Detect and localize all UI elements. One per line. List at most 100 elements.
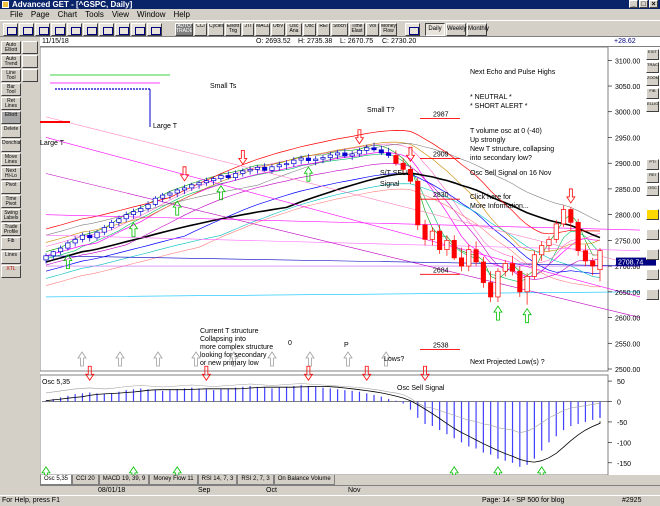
flag-icon[interactable] [646,269,659,280]
time-elast-button[interactable]: Time Elast [349,23,365,36]
rt-exit[interactable]: EXIT [646,49,659,60]
candle-body [415,180,421,226]
magnet-icon[interactable] [646,229,659,240]
rt-elliott[interactable]: ELLIOTT [646,101,659,112]
settings-icon[interactable] [147,23,162,36]
rt-osc[interactable]: OSC [646,185,659,196]
elliott-trig-button[interactable]: Elliott Trig [225,23,241,36]
menu-help[interactable]: Help [173,10,190,19]
level-label: 2684 [433,267,449,274]
vol-button[interactable]: Vol [366,23,379,36]
menu-chart[interactable]: Chart [57,10,78,19]
tab-macd[interactable]: MACD 19, 39, 9 [98,475,150,485]
candle-body [240,170,246,174]
tab-rsi-2[interactable]: RSI 2, 7, 3 [237,475,274,485]
tool-fib[interactable]: Fib [1,237,21,250]
moving-average-line [45,173,601,274]
candle-body [356,149,362,155]
pointer-icon[interactable] [22,41,38,54]
candle-body [561,209,567,225]
period-monthly[interactable]: Monthly [467,23,489,36]
bar-open: O: 2693.52 [256,38,291,45]
menu-tools[interactable]: Tools [85,10,104,19]
obv-button[interactable]: OBV [271,23,285,36]
bar-chart-icon[interactable] [83,23,98,36]
target-icon[interactable] [646,289,659,300]
menu-window[interactable]: Window [137,10,166,19]
price-chart[interactable]: 3100.00 3050.00 3000.00 2950.00 2900.00 2850.… [40,47,660,475]
candle-body [50,251,56,257]
grid-icon[interactable] [131,23,146,36]
rt-fib[interactable]: FIB [646,88,659,99]
tool-swing-labels[interactable]: Swing Labels [1,209,21,222]
tool-delete[interactable]: Delete [1,125,21,138]
rei-button[interactable]: REI [317,23,330,36]
tool-line[interactable]: Line Tool [1,69,21,82]
tool-lines[interactable]: Lines [1,251,21,264]
tool-xtl[interactable]: XTL [1,265,21,278]
maximize-button[interactable]: □ [639,0,648,8]
tool-bar[interactable]: Bar Tool [1,83,21,96]
cycles-button[interactable]: Cycles [208,23,224,36]
pencil-icon[interactable] [22,69,38,82]
tool-move-lines[interactable]: Move Lines [1,153,21,166]
macd-button[interactable]: MACD [255,23,270,36]
rt-zoom[interactable]: ZOOM [646,75,659,86]
lightbulb-icon[interactable] [646,209,659,220]
tool-time-pivot[interactable]: Time Pivot [1,195,21,208]
tool-auto-trend[interactable]: Auto Trend [1,55,21,68]
print-icon[interactable] [35,23,50,36]
line-chart-icon[interactable] [99,23,114,36]
tool-next-hilo[interactable]: Next Hi-Lo [1,167,21,180]
tool-ret-lines[interactable]: Ret Lines [1,97,21,110]
tab-cci[interactable]: CCI 20 [72,475,99,485]
candle-body [458,257,465,267]
tab-osc[interactable]: Osc 5,35 [40,475,73,485]
zoom-icon[interactable] [115,23,130,36]
tool-donchian[interactable]: Donchian [1,139,21,152]
menu-file[interactable]: File [10,10,23,19]
tab-money-flow[interactable]: Money Flow 11 [149,475,198,485]
tool-elliott[interactable]: Elliott [1,111,21,124]
stoch-button[interactable]: Stoch [331,23,348,36]
price-tick-label: 2950.00 [615,135,640,142]
channel-line [45,291,641,298]
candle-body [87,234,93,239]
rt-pti[interactable]: PTI [646,159,659,170]
money-flow-button[interactable]: Money Flow [380,23,397,36]
chart-icon[interactable] [67,23,82,36]
jti-button[interactable]: JTI [242,23,254,36]
tool-auto-elliott[interactable]: Auto Elliott [1,41,21,54]
moving-average-line [45,130,601,235]
rt-track[interactable]: TRACK [646,62,659,73]
osc-ana-button[interactable]: Osc Ana [286,23,302,36]
save-icon[interactable] [19,23,34,36]
annotation-small-t: Small T? [367,107,395,114]
buy-arrow [536,466,547,475]
ruler-icon[interactable] [646,249,659,260]
tool-trade-profile[interactable]: Trade Profile [1,223,21,236]
candle-body [58,247,64,253]
close-button[interactable]: × [649,0,658,8]
minimize-button[interactable]: _ [629,0,638,8]
menu-view[interactable]: View [111,10,130,19]
page-icon[interactable] [51,23,66,36]
osc-button[interactable]: Osc [303,23,316,36]
crosshair-icon[interactable] [22,55,38,68]
candle-body [488,282,494,298]
candle-body [539,245,545,256]
layout-icon[interactable] [405,23,420,36]
tool-pivot[interactable]: Pivot [1,181,21,194]
tab-rsi-14[interactable]: RSI 14, 7, 3 [197,475,238,485]
annotation-st-sell-2: Signal [380,181,400,188]
rt-rei[interactable]: REI [646,172,659,183]
cci-button[interactable]: CCI [194,23,207,36]
window-title-bar: Advanced GET - [^GSPC, Daily] _ □ × [0,0,660,9]
open-file-icon[interactable] [3,23,18,36]
left-tool-palette: Auto Elliott Auto Trend Line Tool Bar To… [0,37,40,477]
period-daily[interactable]: Daily [425,23,445,36]
tab-obv[interactable]: On Balance Volume [273,475,335,485]
period-weekly[interactable]: Weekly [446,23,467,36]
menu-page[interactable]: Page [30,10,50,19]
autotrade-button[interactable]: AUTO TRADE [175,23,193,36]
